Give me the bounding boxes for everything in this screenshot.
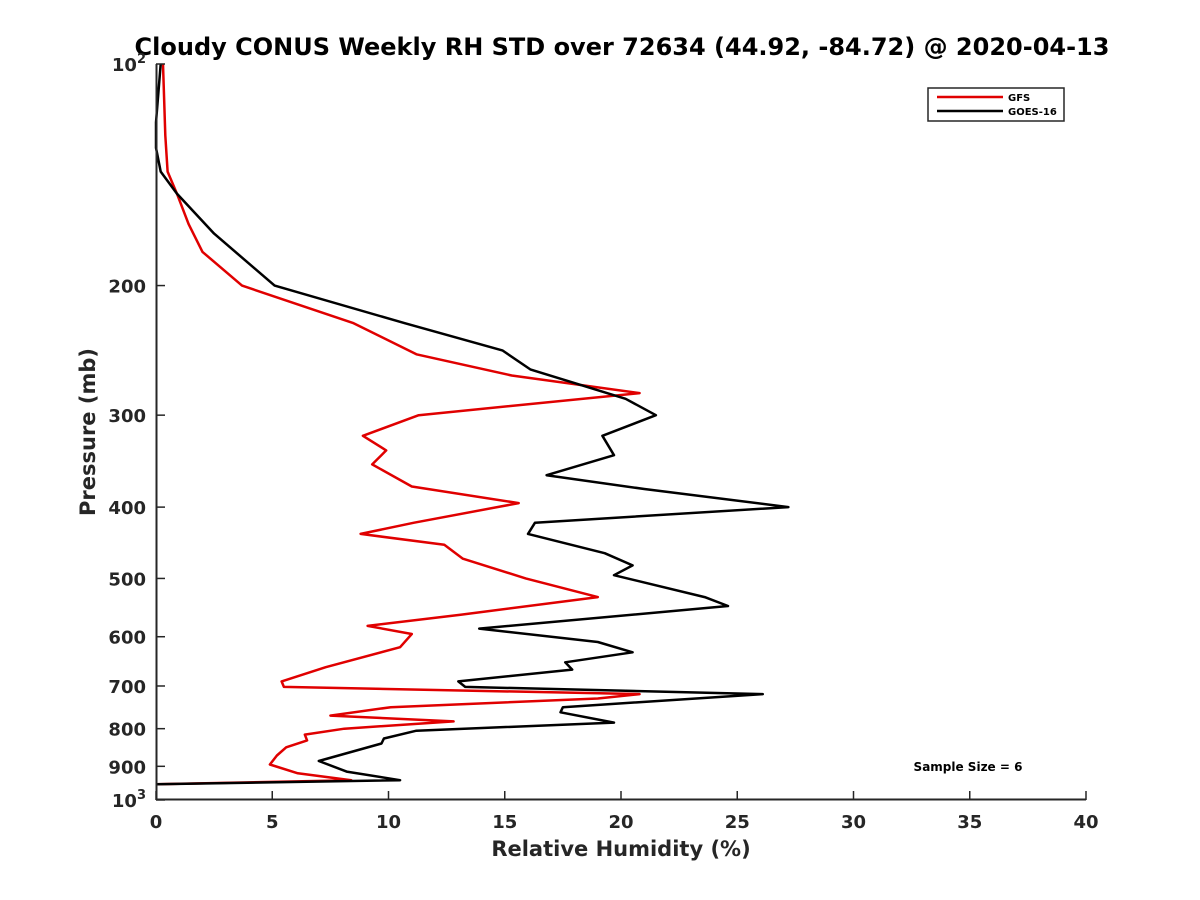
x-tick-label: 5 [266, 812, 279, 833]
x-ticks: 0 5 10 15 20 25 30 35 40 [150, 791, 1099, 833]
y-tick-label: 800 [108, 720, 146, 741]
legend-box [927, 87, 1065, 122]
y-ticks: 102 200 300 400 500 600 700 800 900 103 [108, 52, 165, 812]
y-tick-label: 500 [108, 569, 146, 590]
x-tick-label: 30 [841, 812, 866, 833]
chart-title: Cloudy CONUS Weekly RH STD over 72634 (4… [135, 33, 1110, 61]
series-line-gfs [155, 63, 641, 786]
x-tick-label: 10 [376, 812, 401, 833]
x-axis-label: Relative Humidity (%) [491, 837, 750, 861]
sample-size-annotation: Sample Size = 6 [914, 760, 1023, 774]
y-tick-label: 600 [108, 628, 146, 649]
series-line-goes-16 [154, 63, 790, 786]
x-tick-label: 20 [608, 812, 633, 833]
y-tick-label: 102 [112, 52, 146, 76]
y-tick-label: 900 [108, 757, 146, 778]
legend-label-gfs: GFS [1008, 93, 1030, 104]
legend-label-goes-16: GOES-16 [1008, 107, 1057, 118]
y-tick-label: 700 [108, 677, 146, 698]
y-tick-label: 300 [108, 406, 146, 427]
y-axis-label: Pressure (mb) [76, 348, 100, 516]
x-tick-label: 15 [492, 812, 517, 833]
x-tick-label: 40 [1073, 812, 1098, 833]
y-tick-label: 400 [108, 498, 146, 519]
y-tick-label: 200 [108, 277, 146, 298]
x-tick-label: 0 [150, 812, 163, 833]
x-tick-label: 25 [725, 812, 750, 833]
legend: GFS GOES-16 [927, 87, 1065, 122]
y-tick-label: 103 [112, 788, 146, 812]
series-layer [154, 63, 790, 786]
x-tick-label: 35 [957, 812, 982, 833]
